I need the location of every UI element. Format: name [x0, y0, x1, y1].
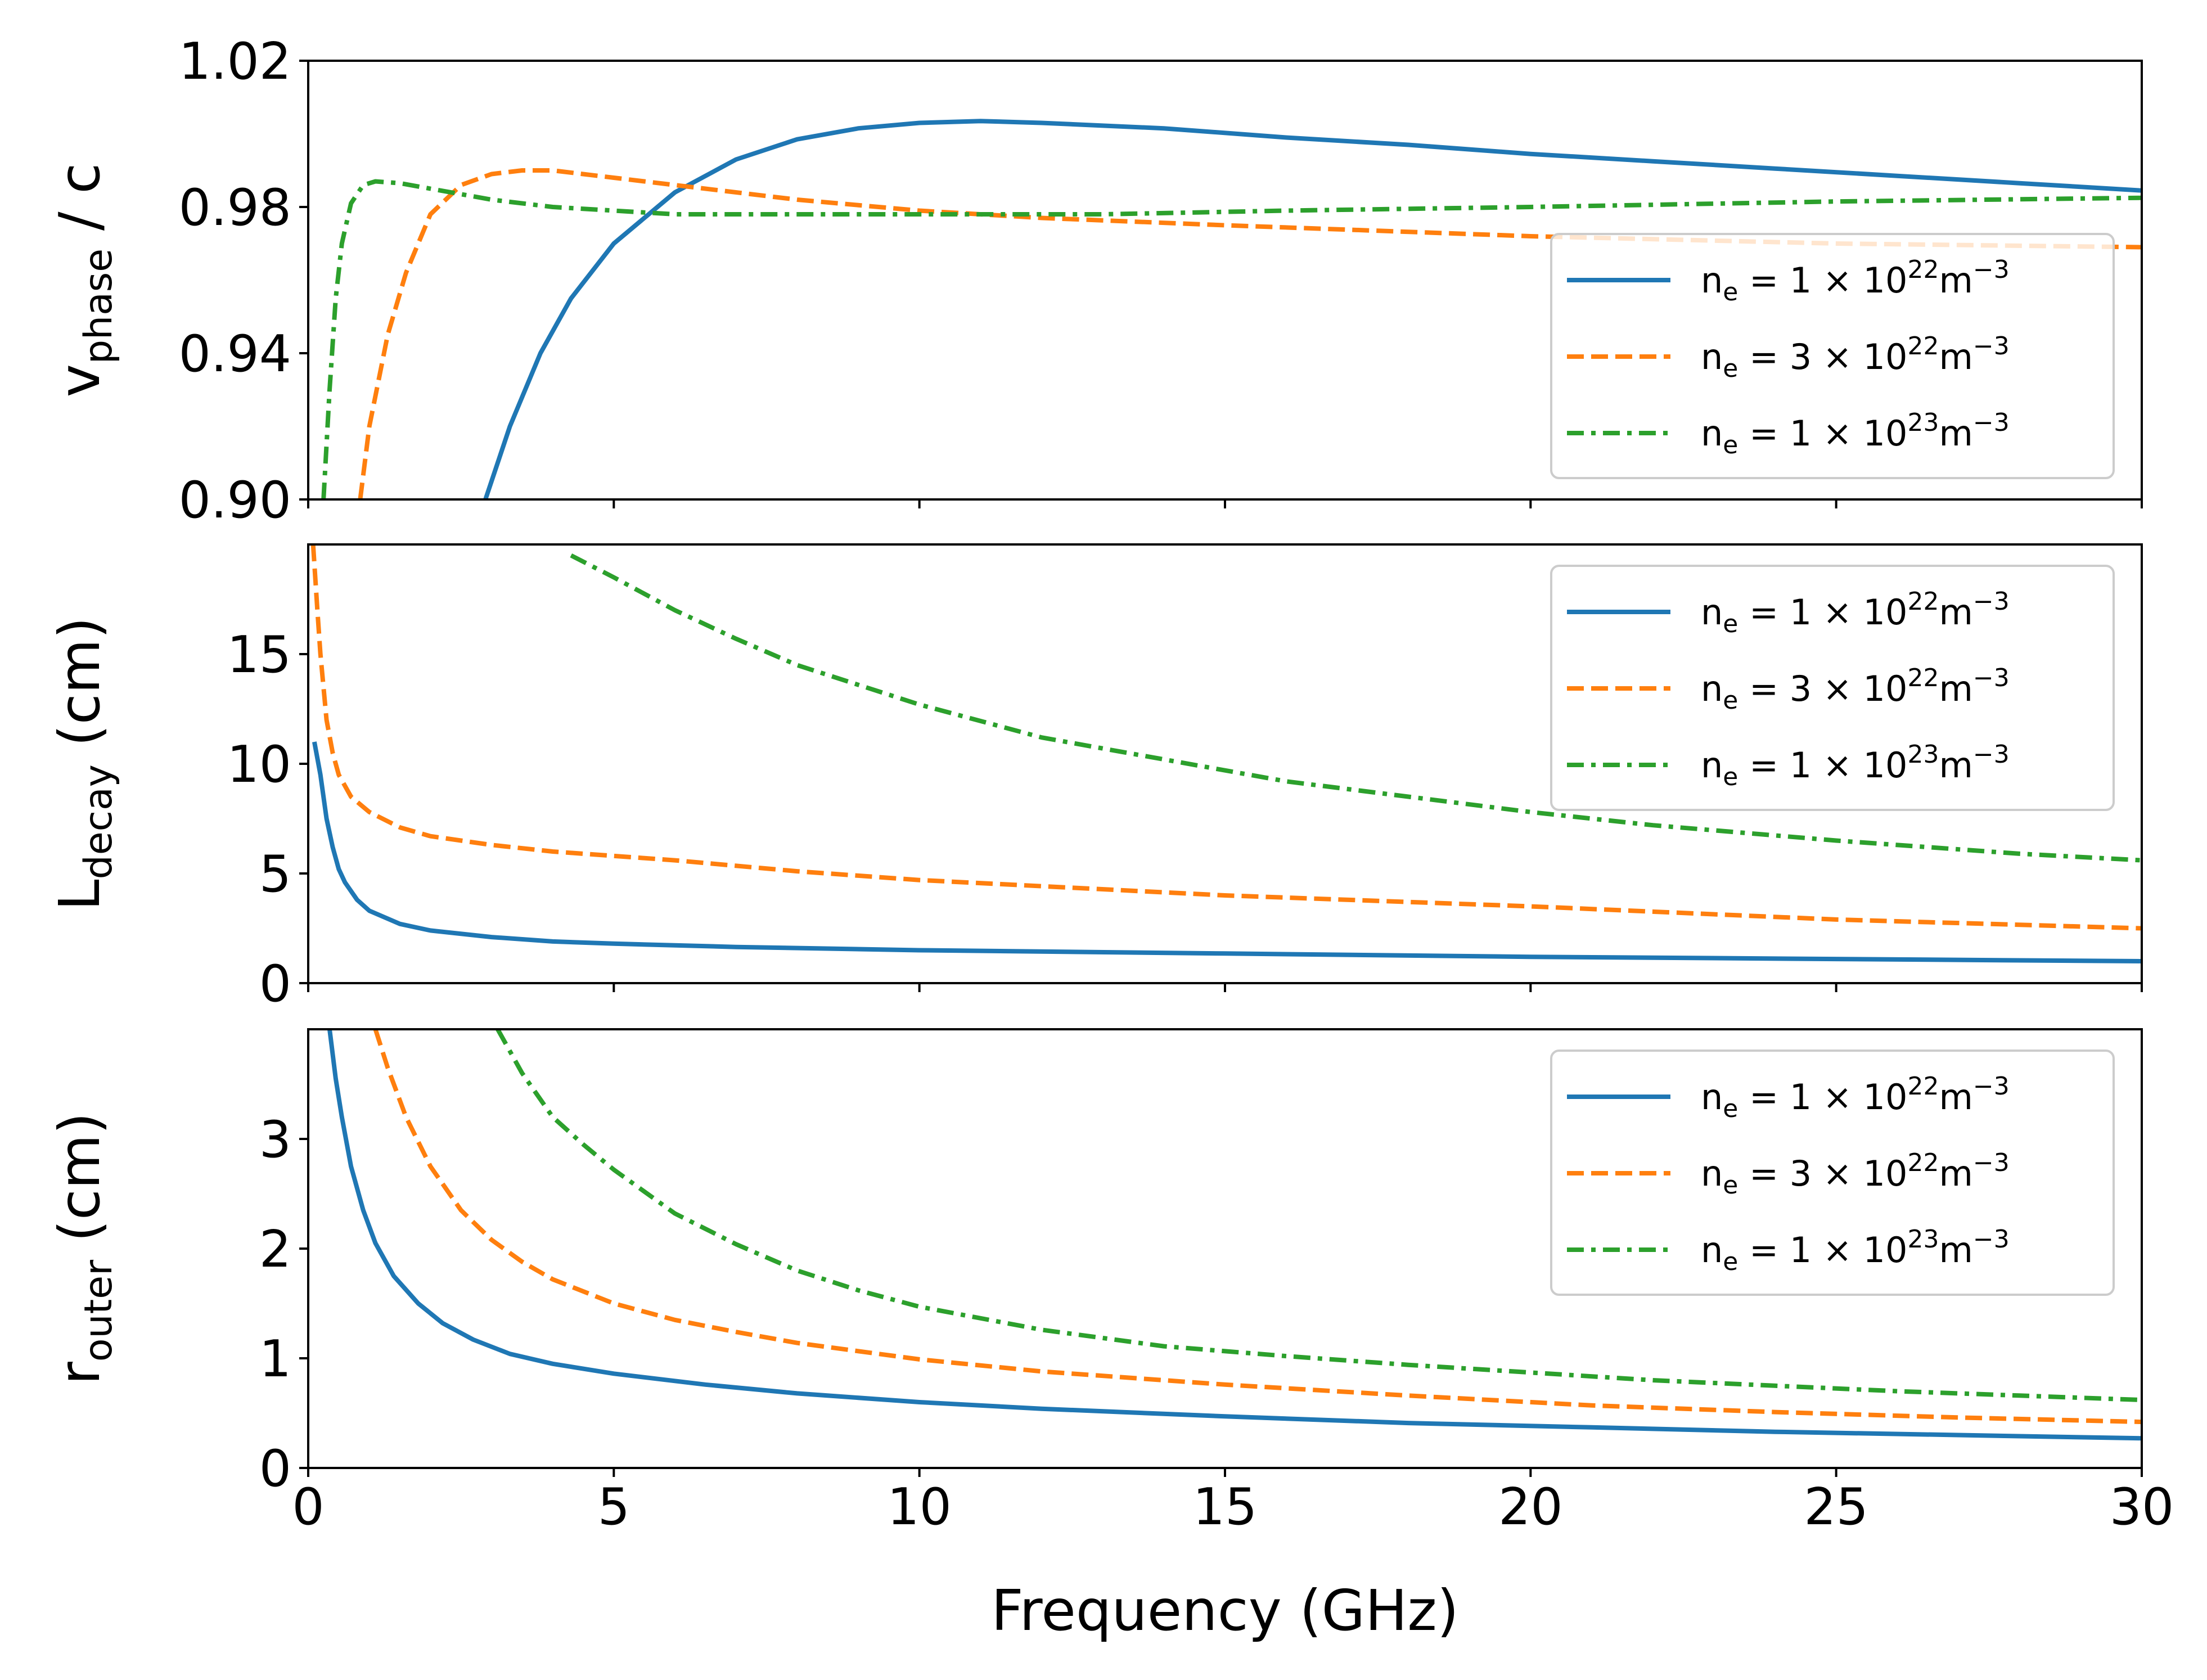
x-tick-label-router-4: 20 [1498, 1478, 1563, 1537]
x-tick-label-router-2: 10 [887, 1478, 952, 1537]
y-tick-label-ldecay-2: 10 [227, 735, 291, 794]
legend-box-vphase [1550, 233, 2115, 479]
y-tick-label-router-3: 3 [259, 1110, 291, 1169]
series-line-vphase-1 [358, 168, 2142, 499]
y-tick-label-vphase-0: 0.90 [179, 471, 291, 530]
y-axis-label-router: router (cm) [47, 1113, 121, 1385]
y-tick-label-vphase-1: 0.94 [179, 325, 291, 384]
y-tick-label-router-1: 1 [259, 1330, 291, 1389]
legend-entry-vphase-2: ne = 1 × 1023m−3 [1701, 408, 2010, 460]
y-axis-label-vphase: vphase / c [47, 163, 121, 398]
y-axis-label-ldecay: Ldecay (cm) [47, 617, 121, 911]
legend-entry-vphase-0: ne = 1 × 1022m−3 [1701, 255, 2010, 307]
legend-ldecay: ne = 1 × 1022m−3 ne = 3 × 1022m−3 ne = 1 ×… [1550, 565, 2115, 811]
y-tick-label-vphase-3: 1.02 [179, 32, 291, 91]
x-tick-label-router-6: 30 [2110, 1478, 2174, 1537]
legend-entry-ldecay-1: ne = 3 × 1022m−3 [1701, 664, 2010, 715]
y-tick-label-ldecay-3: 15 [227, 625, 291, 684]
panel-ldecay: 0 5 10 15 Ldecay (cm) ne = 1 × 1022m−3 ne = 3 … [47, 543, 2143, 1014]
panel-vphase: 0.90 0.94 0.98 1.02 vphase / c ne = 1 × 1022m… [47, 32, 2143, 530]
legend-box-router [1550, 1050, 2115, 1296]
x-tick-label-router-1: 5 [598, 1478, 630, 1537]
x-axis-label: Frequency (GHz) [991, 1578, 1459, 1643]
legend-entry-ldecay-2: ne = 1 × 1023m−3 [1701, 740, 2010, 791]
series-line-vphase-2 [321, 179, 2142, 499]
legend-entry-vphase-1: ne = 3 × 1022m−3 [1701, 332, 2010, 383]
x-tick-label-router-0: 0 [292, 1478, 324, 1537]
y-tick-label-ldecay-1: 5 [259, 845, 291, 904]
series-line-ldecay-1 [310, 544, 2142, 931]
y-tick-label-router-0: 0 [259, 1439, 291, 1498]
series-line-router-1 [373, 1029, 2142, 1425]
series-line-ldecay-0 [312, 741, 2142, 963]
y-tick-label-router-2: 2 [259, 1220, 291, 1279]
legend-entry-router-1: ne = 3 × 1022m−3 [1701, 1148, 2010, 1200]
series-line-vphase-0 [483, 119, 2142, 499]
legend-entry-router-2: ne = 1 × 1023m−3 [1701, 1225, 2010, 1276]
legend-box-ldecay [1550, 565, 2115, 811]
panels: 0.90 0.94 0.98 1.02 vphase / c ne = 1 × 1022m… [47, 32, 2174, 1537]
series-line-router-2 [496, 1029, 2142, 1403]
legend-vphase: ne = 1 × 1022m−3 ne = 3 × 1022m−3 ne = 1 ×… [1550, 233, 2115, 479]
panel-router: 0 5 10 15 20 25 30 0 1 2 3 router (cm) ne = 1 × 1022… [47, 1028, 2174, 1537]
x-tick-label-router-3: 15 [1193, 1478, 1258, 1537]
x-tick-label-router-5: 25 [1804, 1478, 1868, 1537]
y-tick-label-ldecay-0: 0 [259, 954, 291, 1014]
legend-router: ne = 1 × 1022m−3 ne = 3 × 1022m−3 ne = 1 ×… [1550, 1050, 2115, 1296]
y-tick-label-vphase-2: 0.98 [179, 178, 291, 237]
legend-entry-router-0: ne = 1 × 1022m−3 [1701, 1072, 2010, 1123]
legend-entry-ldecay-0: ne = 1 × 1022m−3 [1701, 587, 2010, 638]
series-line-router-0 [327, 1029, 2142, 1441]
